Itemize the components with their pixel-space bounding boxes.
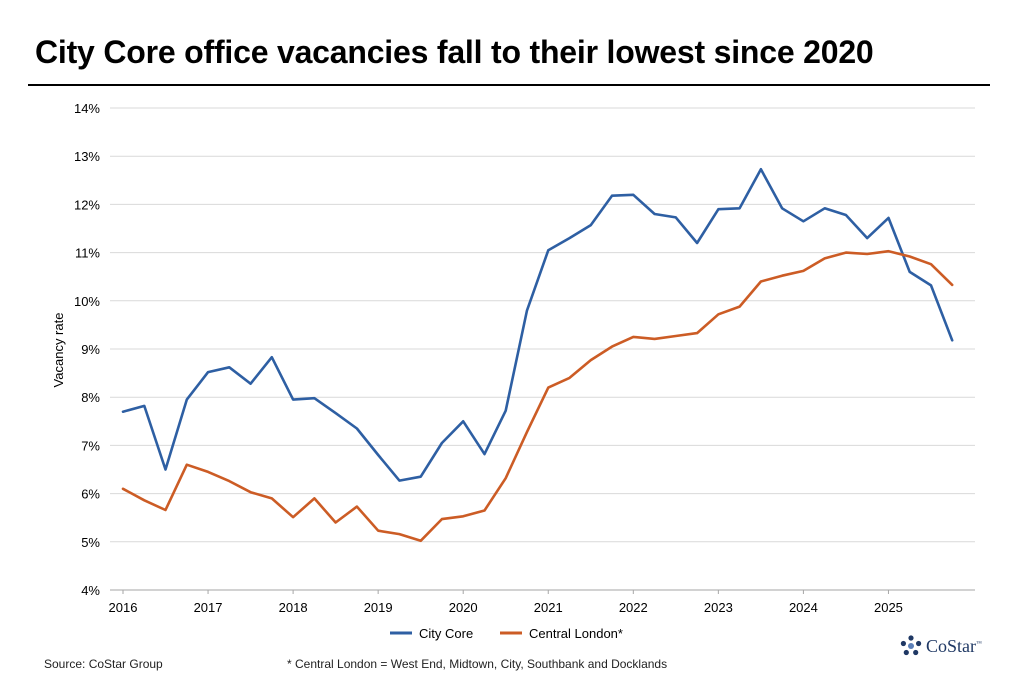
legend-label-central-london: Central London*	[529, 626, 623, 641]
axes: 4% 5% 6% 7% 8% 9% 10% 11% 12% 13% 14% 2016 2017 2018 2…	[74, 101, 975, 615]
y-tick-label: 8%	[81, 390, 100, 405]
x-tick-label: 2025	[874, 600, 903, 615]
costar-logo: CoStar™	[900, 635, 982, 657]
y-tick-label: 4%	[81, 583, 100, 598]
series-lines	[121, 167, 954, 543]
legend: City Core Central London*	[390, 626, 623, 641]
y-tick-label: 5%	[81, 535, 100, 550]
y-tick-label: 7%	[81, 438, 100, 453]
x-tick-label: 2024	[789, 600, 818, 615]
y-tick-label: 13%	[74, 149, 100, 164]
y-tick-label: 9%	[81, 342, 100, 357]
x-tick-label: 2023	[704, 600, 733, 615]
x-tick-label: 2017	[194, 600, 223, 615]
y-tick-label: 12%	[74, 197, 100, 212]
x-tick-label: 2022	[619, 600, 648, 615]
source-note: Source: CoStar Group	[44, 657, 163, 671]
x-tick-label: 2018	[279, 600, 308, 615]
series-line-central-london	[121, 249, 954, 543]
y-tick-label: 10%	[74, 294, 100, 309]
footnote: * Central London = West End, Midtown, Ci…	[287, 657, 668, 671]
costar-wordmark: CoStar™	[926, 635, 982, 656]
x-tick-label: 2021	[534, 600, 563, 615]
legend-label-city-core: City Core	[419, 626, 473, 641]
y-tick-label: 6%	[81, 487, 100, 502]
costar-star-icon	[900, 635, 922, 656]
x-tick-label: 2016	[109, 600, 138, 615]
x-tick-label: 2020	[449, 600, 478, 615]
gridlines	[110, 107, 975, 543]
y-tick-label: 14%	[74, 101, 100, 116]
y-tick-label: 11%	[75, 246, 100, 261]
x-tick-label: 2019	[364, 600, 393, 615]
chart-title: City Core office vacancies fall to their…	[35, 34, 874, 70]
title-divider	[28, 84, 990, 86]
y-axis-label: Vacancy rate	[51, 313, 66, 388]
series-line-city-core	[121, 167, 954, 482]
